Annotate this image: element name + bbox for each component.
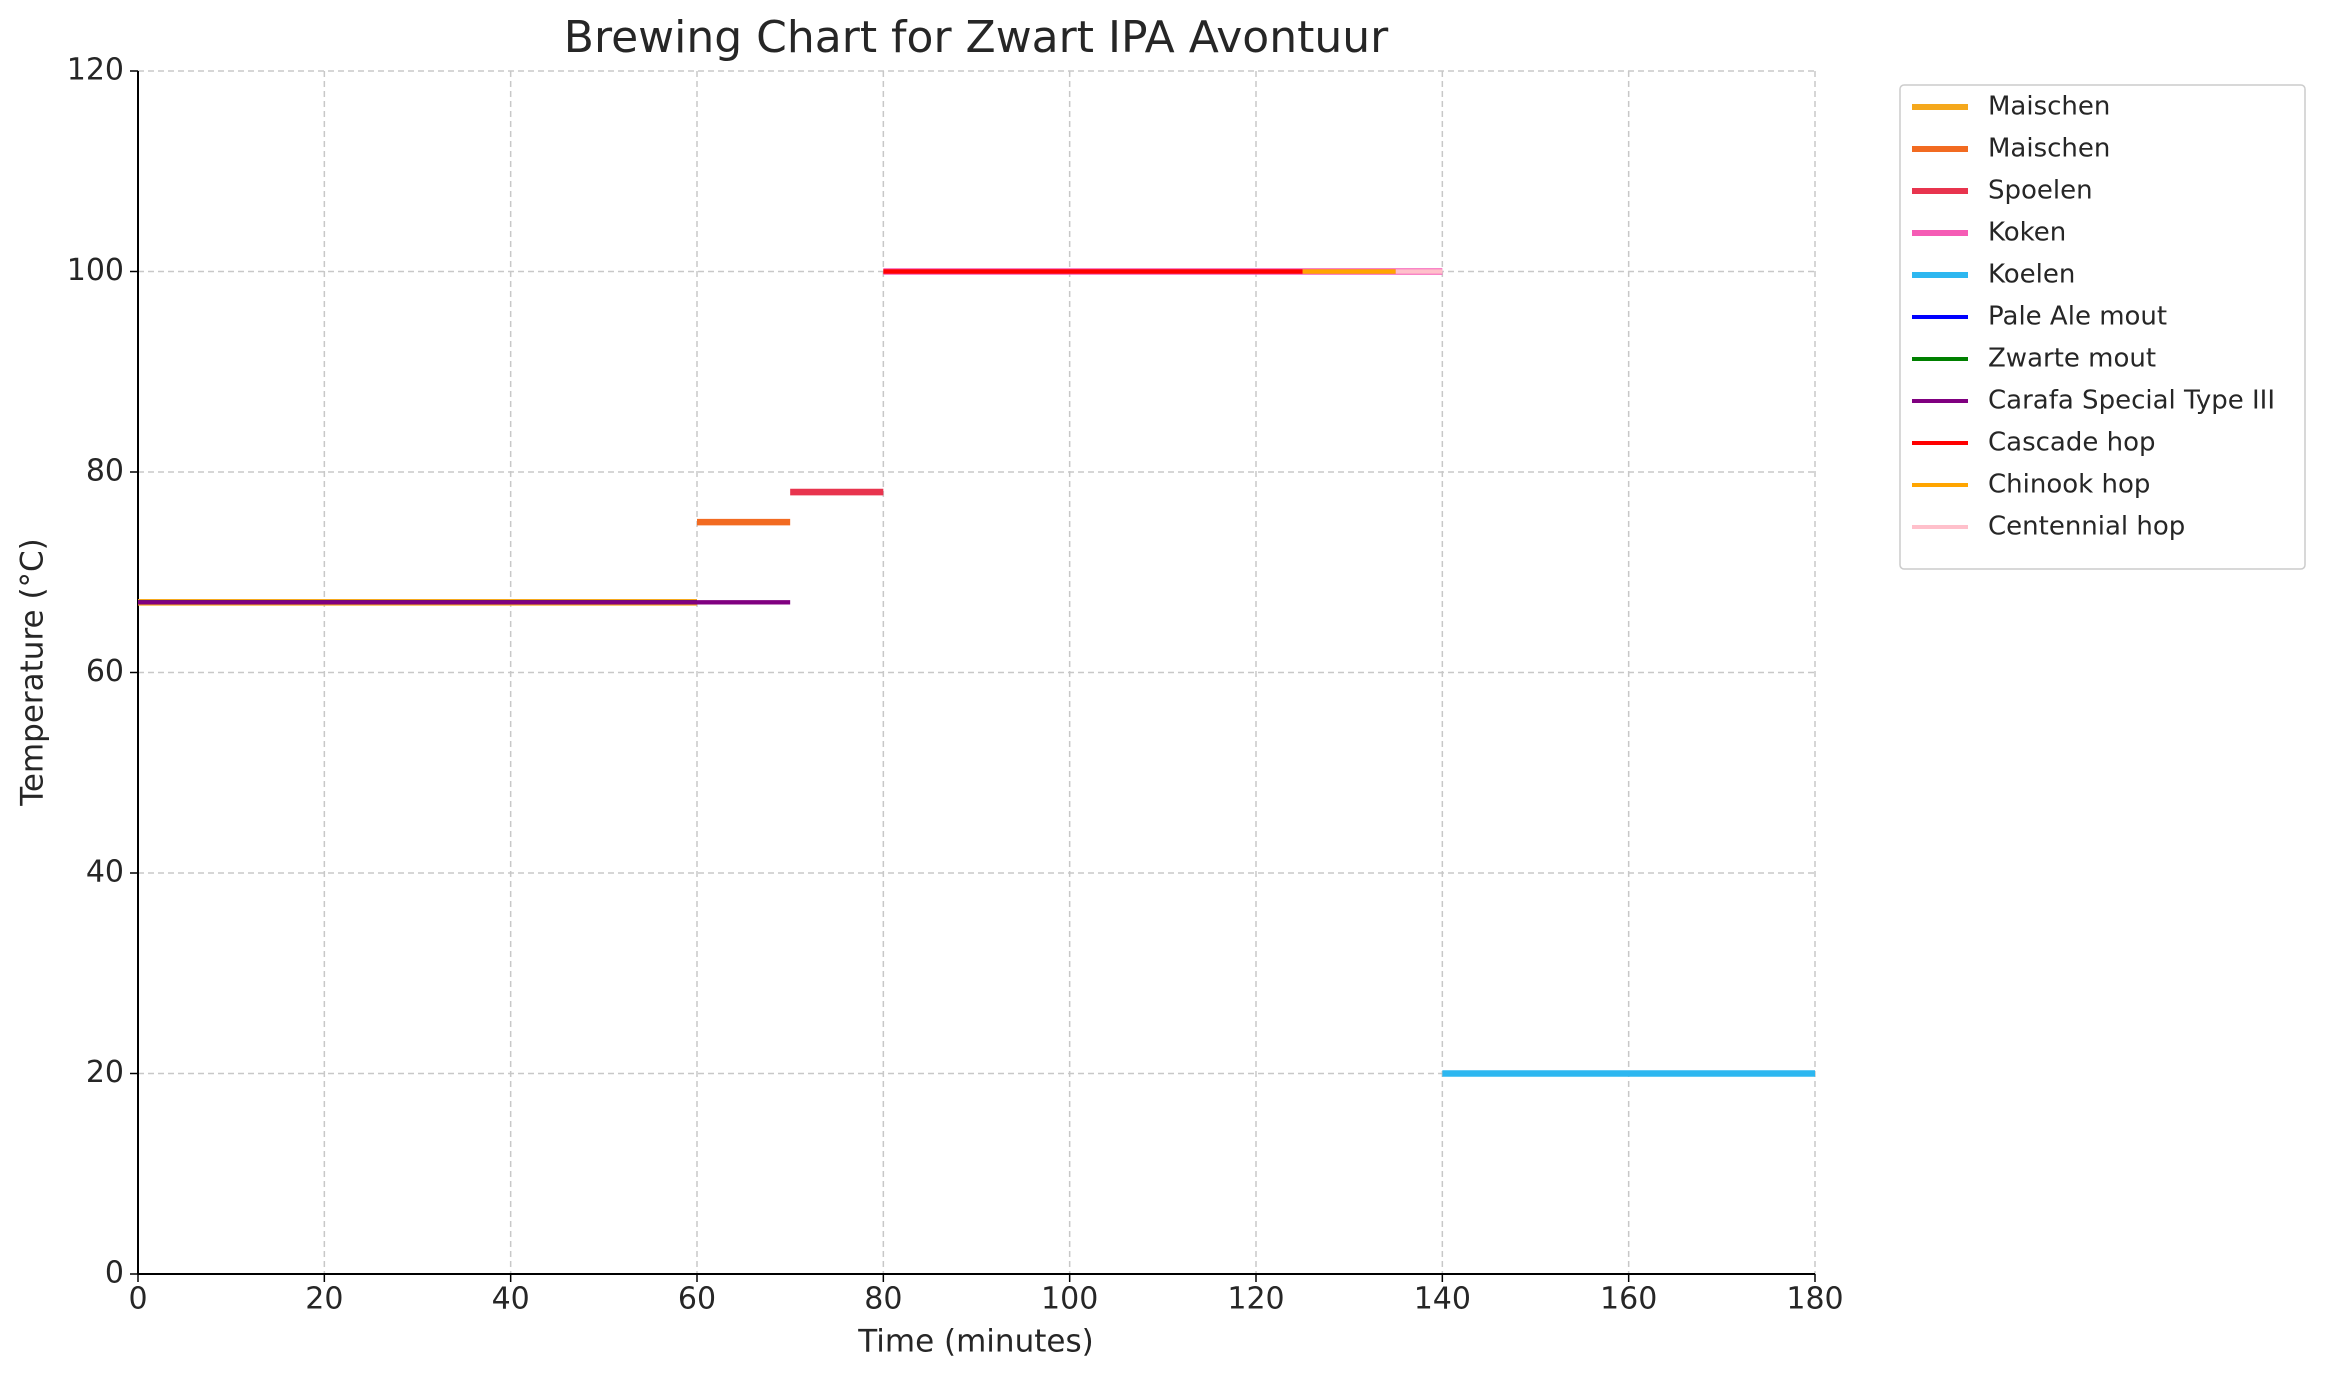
x-tick-label: 40 — [492, 1282, 530, 1317]
y-tick-label: 20 — [86, 1055, 124, 1090]
x-tick-label: 160 — [1600, 1282, 1657, 1317]
x-tick-label: 20 — [305, 1282, 343, 1317]
x-tick-label: 140 — [1414, 1282, 1471, 1317]
y-tick-label: 100 — [67, 253, 124, 288]
legend-label: Maischen — [1988, 92, 2110, 122]
legend-label: Koelen — [1988, 260, 2075, 290]
legend-box — [1899, 84, 2306, 570]
y-tick-label: 120 — [67, 53, 124, 88]
x-tick-label: 60 — [678, 1282, 716, 1317]
legend-label: Centennial hop — [1988, 512, 2185, 542]
x-tick-label: 100 — [1041, 1282, 1098, 1317]
x-tick-label: 0 — [128, 1282, 147, 1317]
x-tick-label: 120 — [1227, 1282, 1284, 1317]
legend-label: Pale Ale mout — [1988, 302, 2167, 332]
legend-label: Cascade hop — [1988, 428, 2156, 458]
y-tick-label: 40 — [86, 855, 124, 890]
chart-title: Brewing Chart for Zwart IPA Avontuur — [564, 12, 1389, 63]
legend-label: Chinook hop — [1988, 470, 2150, 500]
legend-label: Carafa Special Type III — [1988, 386, 2275, 416]
legend-label: Maischen — [1988, 134, 2110, 164]
legend-label: Koken — [1988, 218, 2066, 248]
y-tick-label: 0 — [105, 1256, 124, 1291]
legend-label: Zwarte mout — [1988, 344, 2156, 374]
x-axis-label: Time (minutes) — [857, 1324, 1093, 1360]
y-tick-label: 60 — [86, 654, 124, 689]
x-tick-label: 80 — [864, 1282, 902, 1317]
legend-label: Spoelen — [1988, 176, 2093, 206]
y-tick-label: 80 — [86, 454, 124, 489]
x-tick-label: 180 — [1786, 1282, 1843, 1317]
y-axis-label: Temperature (°C) — [15, 538, 51, 807]
